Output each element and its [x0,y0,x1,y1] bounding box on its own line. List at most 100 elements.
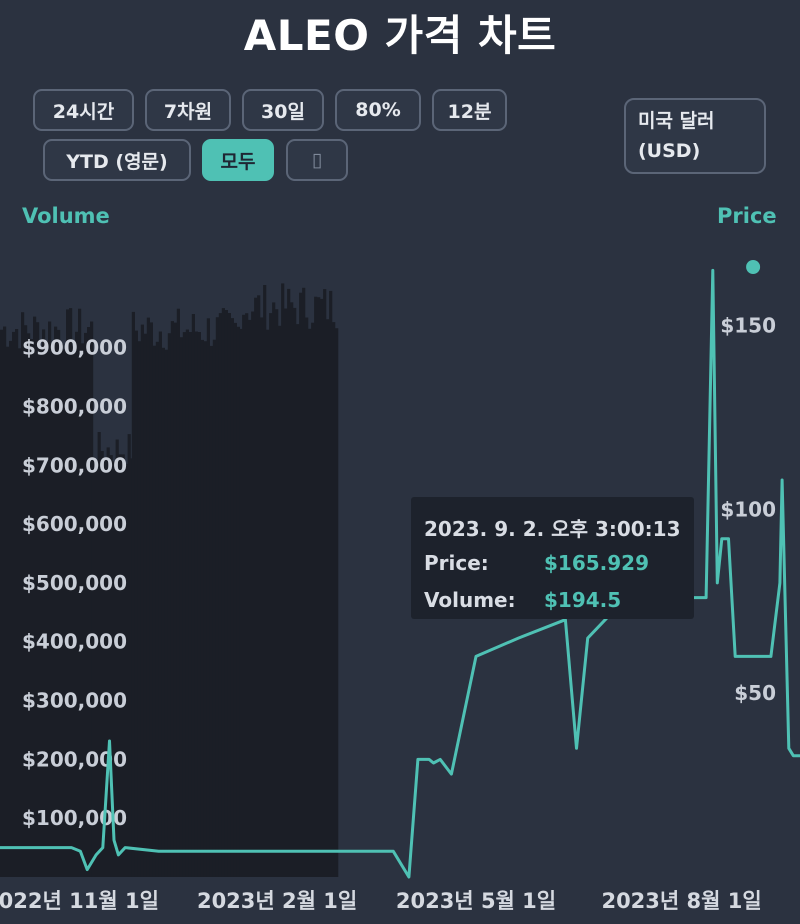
volume-bar [134,330,138,878]
volume-bar [305,317,309,877]
volume-bar [335,328,339,877]
volume-bar [63,349,67,878]
volume-bar [278,325,282,877]
volume-bar [212,339,216,877]
volume-bar [290,302,294,877]
volume-bar [24,325,28,877]
volume-tick-label: $700,000 [22,453,127,477]
volume-bar [115,439,119,877]
price-tick-label: $50 [734,681,776,705]
volume-bar [320,298,324,877]
volume-tick-label: $400,000 [22,630,127,654]
volume-bar [227,313,231,877]
volume-bar [317,297,321,877]
volume-bar [281,283,285,877]
range-24h-button[interactable]: 24시간 [33,89,134,131]
volume-bar [164,349,168,877]
range-80-button[interactable]: 80% [335,89,421,131]
tooltip-price-row: Price: $165.929 [424,551,649,575]
range-30d-button[interactable]: 30일 [242,89,324,131]
range-12m-button[interactable]: 12분 [432,89,507,131]
volume-bar [84,332,88,877]
volume-bar [257,295,261,877]
volume-bar [161,347,165,877]
volume-bar [45,341,49,877]
calendar-button[interactable]: ▯ [286,139,348,181]
x-tick-label: 2023년 8월 1일 [601,889,761,913]
volume-bar [200,339,204,877]
range-7d-button[interactable]: 7차원 [145,89,231,131]
volume-bar [197,332,201,877]
volume-bar [121,454,125,877]
volume-bar [140,324,144,878]
volume-bar [218,313,222,878]
tooltip-volume-label: Volume: [424,588,516,612]
currency-selector[interactable]: 미국 달러 (USD) [624,98,766,174]
volume-bar [248,319,252,877]
volume-bar [332,322,336,878]
volume-bar [194,331,198,877]
volume-bar [311,322,315,877]
volume-bar [185,329,189,877]
volume-bar [94,460,98,877]
volume-bar [179,337,183,877]
volume-bar [118,454,122,877]
volume-bar [66,309,70,877]
volume-bar [209,345,213,877]
page-title: ALEO 가격 차트 [243,11,557,60]
volume-bar [3,326,7,877]
volume-bar [293,307,297,877]
volume-bar [203,341,207,877]
volume-bar [323,289,327,878]
volume-bar [299,292,303,877]
volume-bar [167,333,171,877]
volume-bar [9,340,13,877]
volume-bar [221,308,225,878]
volume-bar [239,328,243,877]
volume-bar [42,329,46,877]
volume-bar [251,311,255,877]
volume-bar [39,348,43,877]
volume-bar [146,317,150,878]
volume-bar [51,344,55,877]
volume-bar [109,455,113,877]
tooltip-price-label: Price: [424,551,489,575]
volume-bar [15,329,19,877]
tooltip-volume-row: Volume: $194.5 [424,588,621,612]
volume-bar [275,309,279,877]
volume-axis-title: Volume [22,204,110,228]
volume-bar [112,461,116,877]
volume-bar [191,314,195,877]
price-axis-title: Price [717,204,777,228]
volume-bar [266,329,270,877]
volume-bar [308,328,312,877]
volume-tick-label: $500,000 [22,571,127,595]
volume-bar [21,312,25,877]
price-line [0,268,800,879]
volume-bar [170,321,174,878]
volume-bar [296,324,300,878]
volume-bar [137,341,141,877]
volume-tick-label: $600,000 [22,512,127,536]
volume-bar [326,319,330,877]
volume-bar [81,343,85,877]
volume-bar [245,313,249,877]
volume-bar [91,456,95,877]
volume-bar [254,297,258,877]
range-all-button[interactable]: 모두 [202,139,274,181]
volume-bar [155,341,159,877]
volume-bar [57,329,61,877]
volume-bar [143,333,147,877]
range-ytd-button[interactable]: YTD (영문) [43,139,191,181]
volume-bar [103,458,107,877]
volume-bar [131,311,135,877]
volume-bar [100,451,104,877]
volume-bar [173,322,177,878]
volume-bar [176,308,180,877]
volume-bar [260,317,264,877]
volume-bar [302,287,306,877]
x-tick-label: 2023년 2월 1일 [197,889,357,913]
volume-bar [124,463,128,877]
volume-bar [106,447,110,877]
